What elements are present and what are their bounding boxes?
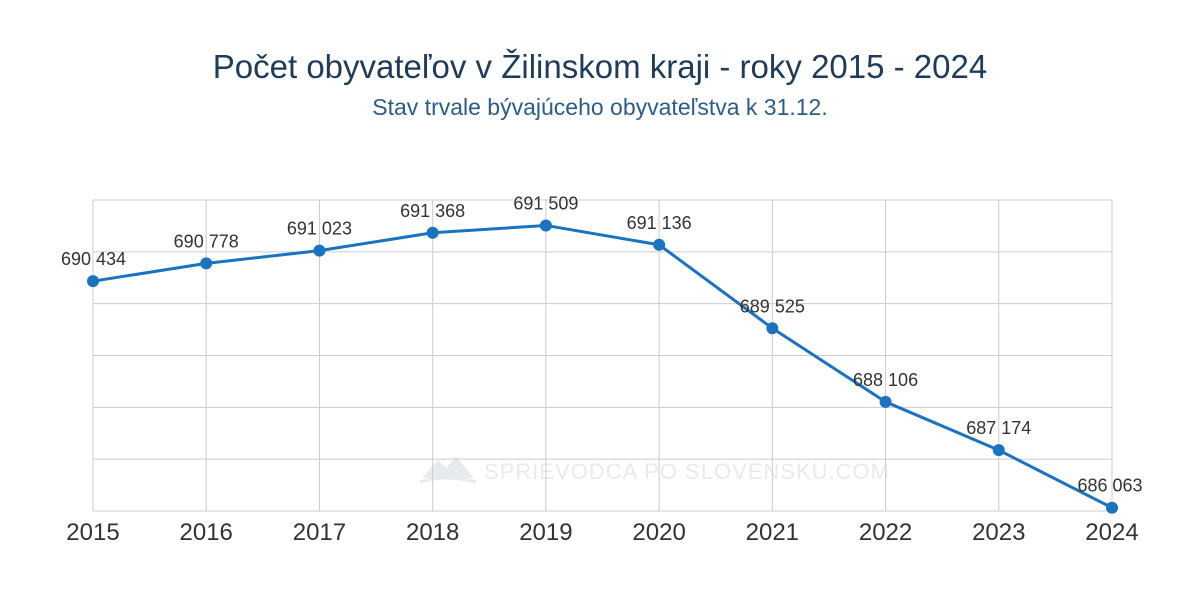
data-label: 691 368 [400, 201, 465, 221]
data-label: 688 106 [853, 370, 918, 390]
data-label: 691 509 [513, 193, 578, 213]
data-point [539, 219, 552, 232]
x-tick-label: 2021 [746, 519, 799, 546]
data-label: 689 525 [740, 296, 805, 316]
data-point [653, 238, 666, 251]
x-tick-label: 2017 [293, 519, 346, 546]
data-point [200, 257, 213, 270]
x-tick-label: 2023 [972, 519, 1025, 546]
x-tick-label: 2024 [1085, 519, 1138, 546]
x-tick-label: 2015 [66, 519, 119, 546]
x-tick-label: 2020 [632, 519, 685, 546]
data-label: 691 023 [287, 219, 352, 239]
data-point [426, 226, 439, 239]
x-tick-label: 2016 [180, 519, 233, 546]
series-line [92, 223, 1113, 510]
watermark: SPRIEVODCA PO SLOVENSKU.COM [419, 456, 890, 484]
data-label: 690 434 [61, 249, 126, 269]
data-point [1106, 501, 1118, 514]
data-label: 687 174 [966, 418, 1031, 438]
chart-title: Počet obyvateľov v Žilinskom kraji - rok… [212, 48, 988, 85]
watermark-text: SPRIEVODCA PO SLOVENSKU.COM [484, 459, 890, 484]
data-point [313, 244, 326, 257]
x-tick-label: 2019 [519, 519, 572, 546]
chart-subtitle: Stav trvale bývajúceho obyvateľstva k 31… [372, 94, 828, 120]
data-label: 686 063 [1077, 476, 1142, 496]
data-point [87, 275, 99, 288]
data-label: 691 136 [627, 213, 692, 233]
data-label: 690 778 [174, 231, 239, 251]
x-tick-label: 2018 [406, 519, 459, 546]
data-point [766, 322, 779, 335]
data-point [992, 444, 1005, 457]
data-point [879, 395, 892, 408]
x-tick-label: 2022 [859, 519, 912, 546]
mountain-logo-icon [419, 456, 477, 484]
